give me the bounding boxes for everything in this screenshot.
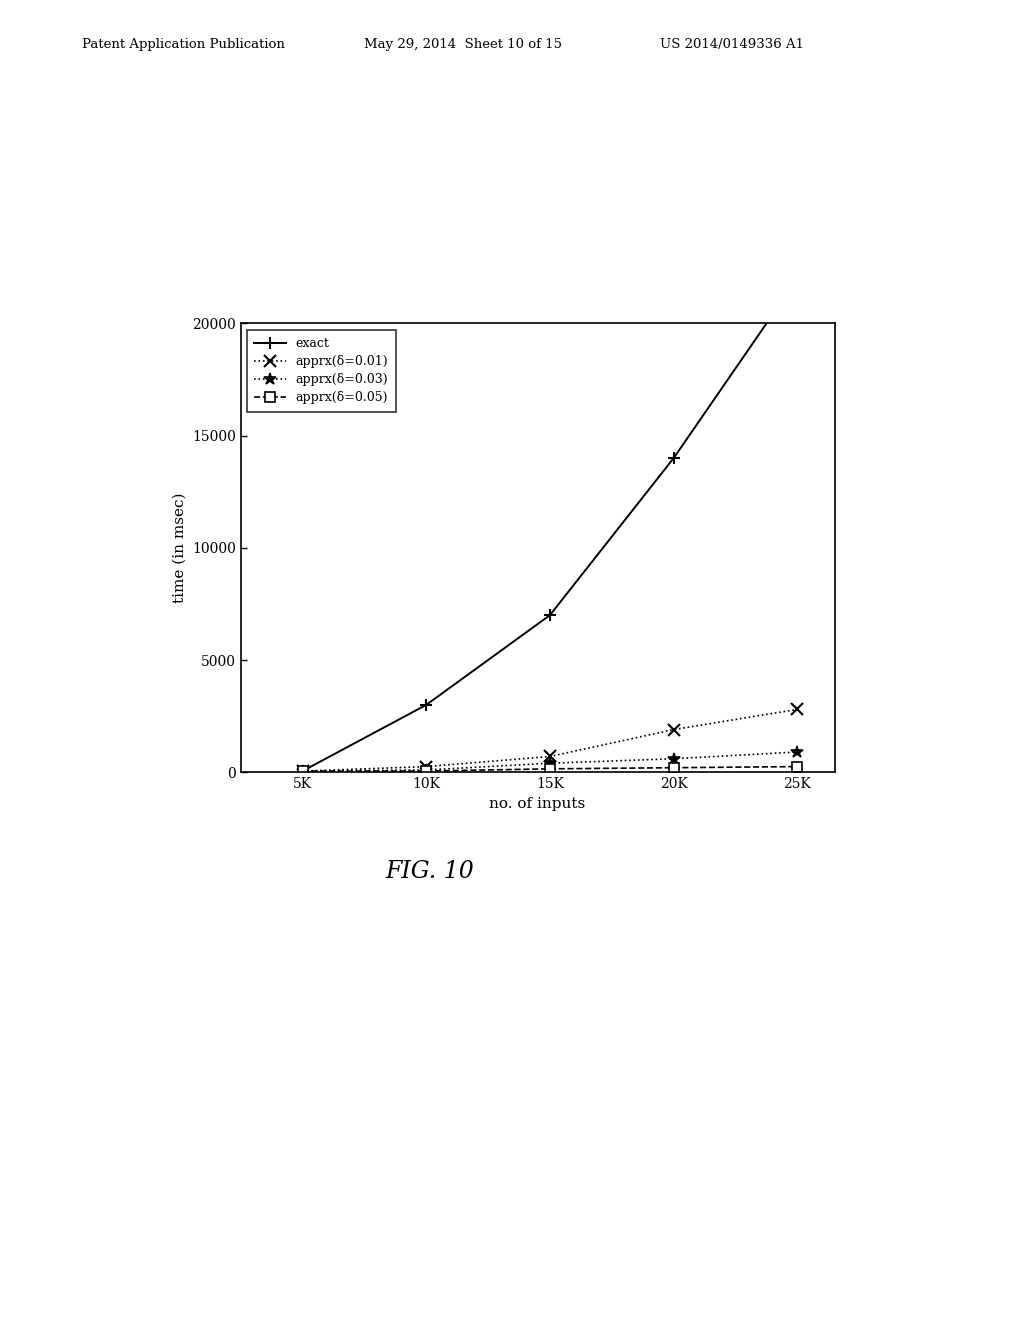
apprx(δ=0.01): [296, 763, 308, 779]
exact: [668, 450, 680, 466]
Line: apprx(δ=0.01): apprx(δ=0.01): [296, 704, 804, 777]
Y-axis label: time (in msec): time (in msec): [172, 492, 186, 603]
exact: [420, 697, 432, 713]
apprx(δ=0.05): [544, 760, 556, 776]
Line: apprx(δ=0.05): apprx(δ=0.05): [298, 762, 802, 776]
apprx(δ=0.05): [420, 763, 432, 779]
exact: [792, 271, 804, 286]
exact: [544, 607, 556, 623]
apprx(δ=0.05): [668, 760, 680, 776]
X-axis label: no. of inputs: no. of inputs: [489, 796, 586, 810]
exact: [296, 763, 308, 779]
apprx(δ=0.03): [668, 751, 680, 767]
apprx(δ=0.03): [544, 755, 556, 771]
Text: US 2014/0149336 A1: US 2014/0149336 A1: [660, 37, 805, 50]
apprx(δ=0.01): [792, 701, 804, 717]
apprx(δ=0.03): [792, 744, 804, 760]
Text: FIG. 10: FIG. 10: [386, 859, 474, 883]
Line: apprx(δ=0.03): apprx(δ=0.03): [296, 746, 804, 777]
Text: Patent Application Publication: Patent Application Publication: [82, 37, 285, 50]
apprx(δ=0.05): [296, 763, 308, 779]
apprx(δ=0.01): [544, 748, 556, 764]
apprx(δ=0.01): [668, 722, 680, 738]
apprx(δ=0.03): [420, 762, 432, 777]
Legend: exact, apprx(δ=0.01), apprx(δ=0.03), apprx(δ=0.05): exact, apprx(δ=0.01), apprx(δ=0.03), app…: [247, 330, 395, 412]
apprx(δ=0.05): [792, 759, 804, 775]
Line: exact: exact: [296, 272, 804, 777]
apprx(δ=0.03): [296, 763, 308, 779]
apprx(δ=0.01): [420, 759, 432, 775]
Text: May 29, 2014  Sheet 10 of 15: May 29, 2014 Sheet 10 of 15: [364, 37, 561, 50]
